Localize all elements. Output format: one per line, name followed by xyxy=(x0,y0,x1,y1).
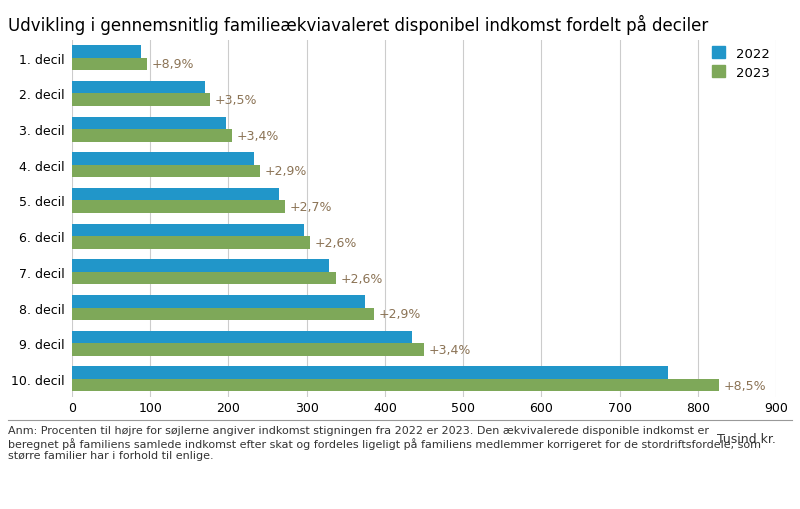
Bar xyxy=(72,165,260,178)
Bar xyxy=(72,153,254,165)
Bar xyxy=(72,130,231,142)
Legend: 2022, 2023: 2022, 2023 xyxy=(712,47,770,79)
Bar xyxy=(72,308,374,321)
Text: +2,6%: +2,6% xyxy=(314,237,357,249)
Bar xyxy=(72,295,366,308)
Text: Udvikling i gennemsnitlig familieækviavaleret disponibel indkomst fordelt på dec: Udvikling i gennemsnitlig familieækviava… xyxy=(8,15,708,35)
Text: +8,5%: +8,5% xyxy=(723,379,766,392)
Text: +2,9%: +2,9% xyxy=(265,165,307,178)
Bar xyxy=(72,379,719,391)
Bar xyxy=(72,117,226,130)
Bar xyxy=(72,201,285,214)
Bar xyxy=(72,260,329,272)
Bar xyxy=(72,331,412,344)
Text: +2,6%: +2,6% xyxy=(340,272,382,285)
Bar xyxy=(72,46,141,59)
Bar xyxy=(72,272,336,285)
Bar xyxy=(72,224,303,237)
Bar xyxy=(72,344,424,356)
Text: +3,4%: +3,4% xyxy=(429,344,471,356)
Bar xyxy=(72,94,210,106)
Bar xyxy=(72,81,205,94)
Text: +2,9%: +2,9% xyxy=(378,308,421,321)
Bar xyxy=(72,59,147,71)
Text: +8,9%: +8,9% xyxy=(152,59,194,71)
Bar xyxy=(72,237,310,249)
Text: +3,4%: +3,4% xyxy=(236,130,278,143)
Text: Anm: Procenten til højre for søjlerne angiver indkomst stigningen fra 2022 er 20: Anm: Procenten til højre for søjlerne an… xyxy=(8,425,761,461)
Text: +3,5%: +3,5% xyxy=(214,94,257,107)
Text: Tusind kr.: Tusind kr. xyxy=(717,433,776,445)
Bar xyxy=(72,366,668,379)
Text: +2,7%: +2,7% xyxy=(290,201,332,214)
Bar xyxy=(72,188,279,201)
